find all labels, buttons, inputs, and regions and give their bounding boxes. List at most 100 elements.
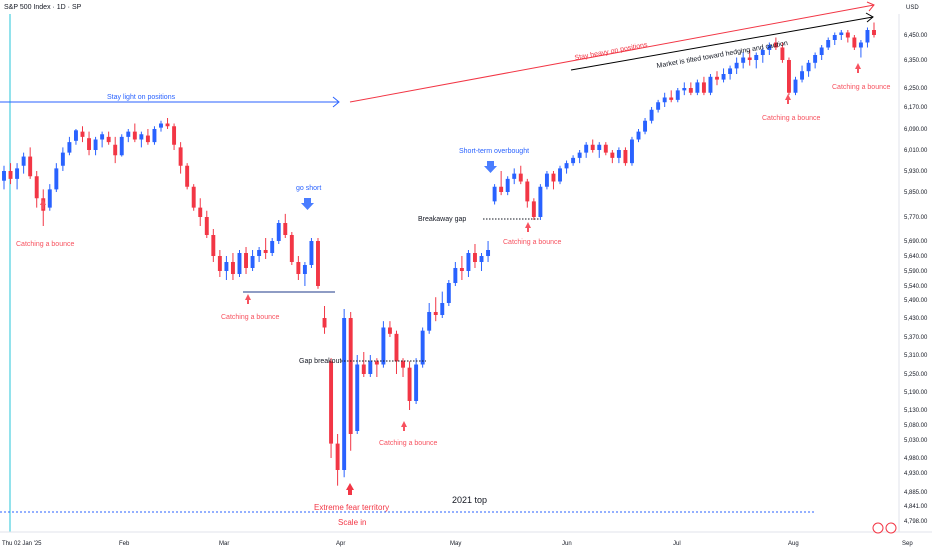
x-tick-label: Jul	[673, 541, 681, 547]
y-tick-label: 6,010.00	[904, 148, 928, 154]
candle-body	[610, 152, 615, 158]
candle-body	[217, 256, 222, 271]
bounce-arrow-6	[855, 63, 861, 73]
candle-body	[839, 32, 844, 35]
y-tick-label: 5,930.00	[904, 169, 928, 175]
flag-icon[interactable]	[872, 522, 884, 534]
candle-body	[623, 150, 628, 164]
candle-body	[237, 253, 242, 274]
candle-body	[270, 241, 275, 253]
candle-body	[361, 364, 366, 374]
candle-body	[473, 253, 477, 262]
candle-body	[73, 130, 78, 141]
candle-body	[872, 30, 876, 35]
currency-label: USD	[906, 5, 919, 11]
candle-body	[643, 120, 648, 132]
candle-body	[564, 163, 569, 169]
y-tick-label: 5,130.00	[904, 408, 928, 414]
candle-body	[172, 126, 177, 145]
candle-body	[852, 37, 857, 48]
candle-body	[865, 30, 870, 43]
candle-body	[414, 364, 419, 401]
candle-body	[531, 201, 536, 217]
bounce-arrow-1	[40, 199, 46, 209]
candle-body	[656, 102, 661, 110]
candle-body	[499, 186, 504, 192]
time-axis[interactable]: Thu 02 Jan '25 Feb Mar Apr May Jun Jul Aug Sep	[2, 541, 913, 547]
candle-body	[433, 312, 438, 315]
y-tick-label: 5,690.00	[904, 239, 928, 245]
candle-body	[440, 303, 445, 315]
y-tick-label: 5,540.00	[904, 284, 928, 290]
price-axis[interactable]: 6,450.00 6,350.00 6,250.00 6,170.00 6,090.00…	[904, 33, 928, 525]
candle-body	[152, 129, 157, 143]
candle-body	[616, 150, 621, 158]
candle-body	[329, 361, 334, 444]
y-tick-label: 5,490.00	[904, 298, 928, 304]
candle-body	[695, 82, 700, 93]
candle-body	[335, 443, 340, 470]
candle-body	[767, 45, 772, 50]
candle-body	[708, 76, 713, 93]
bounce-arrow-5	[785, 94, 791, 104]
candle-body	[93, 139, 98, 150]
candle-body	[845, 32, 850, 38]
candle-body	[15, 168, 20, 179]
candle-body	[309, 241, 314, 265]
candle-body	[47, 189, 52, 208]
y-tick-label: 6,090.00	[904, 127, 928, 133]
candle-body	[721, 74, 726, 80]
bounce-label-3: Catching a bounce	[379, 440, 437, 447]
candle-body	[316, 241, 320, 286]
overbought-arrow	[484, 161, 497, 173]
y-tick-label: 6,450.00	[904, 33, 928, 39]
candle-body	[387, 327, 392, 334]
y-tick-label: 5,310.00	[904, 353, 928, 359]
candle-body	[446, 283, 451, 303]
candle-body	[636, 131, 641, 140]
candle-body	[505, 178, 510, 192]
candle-body	[492, 186, 497, 202]
candle-body	[590, 144, 595, 150]
candle-body	[544, 173, 549, 187]
candles	[2, 22, 876, 486]
x-tick-label: Apr	[336, 541, 345, 547]
y-tick-label: 4,980.00	[904, 456, 928, 462]
candle-body	[28, 156, 33, 177]
candle-body	[381, 327, 386, 365]
bounce-label-2: Catching a bounce	[221, 314, 279, 321]
flag-icon[interactable]	[885, 522, 897, 534]
candle-body	[119, 136, 124, 156]
candle-body	[688, 88, 693, 93]
candle-body	[178, 147, 183, 166]
candle-body	[741, 57, 746, 63]
candle-body	[780, 47, 785, 60]
candle-body	[649, 109, 654, 121]
y-tick-label: 5,190.00	[904, 390, 928, 396]
y-tick-label: 5,850.00	[904, 190, 928, 196]
candle-body	[558, 168, 562, 182]
stay-heavy-line	[349, 4, 875, 103]
candle-body	[211, 235, 216, 256]
candle-body	[139, 134, 144, 140]
candle-body	[826, 40, 831, 48]
candle-body	[263, 250, 268, 253]
candle-body	[512, 173, 517, 179]
candle-body	[145, 135, 150, 143]
candle-body	[760, 50, 765, 55]
candle-body	[132, 131, 137, 140]
candle-body	[191, 186, 196, 208]
x-tick-label: Mar	[219, 541, 229, 547]
candle-body	[701, 82, 706, 93]
candle-body	[427, 312, 432, 331]
overbought-label: Short-term overbought	[459, 148, 529, 155]
candle-body	[8, 171, 13, 179]
candle-body	[355, 364, 360, 431]
x-tick-label: Aug	[788, 541, 799, 547]
y-tick-label: 5,030.00	[904, 438, 928, 444]
y-tick-label: 5,250.00	[904, 372, 928, 378]
candle-body	[283, 223, 288, 235]
x-tick-label: Jun	[562, 541, 572, 547]
extreme-fear-arrow	[346, 483, 354, 495]
